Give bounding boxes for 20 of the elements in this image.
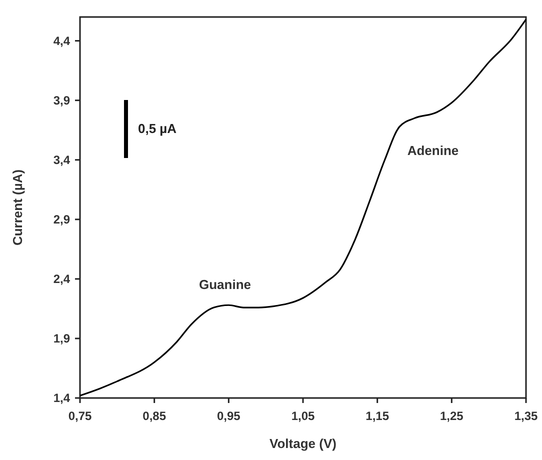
y-tick-label: 3,9 (53, 93, 70, 108)
y-axis-title: Current (µA) (10, 169, 25, 246)
x-axis-title: Voltage (V) (270, 436, 336, 451)
annotation: 0,5 µA (138, 121, 178, 136)
y-tick-label: 1,4 (53, 391, 70, 405)
y-tick-label: 2,9 (53, 212, 70, 226)
x-tick-label: 1,05 (291, 409, 315, 423)
annotation: Adenine (407, 143, 459, 158)
x-tick-label: 1,25 (440, 409, 464, 423)
y-tick-label: 3,4 (53, 152, 70, 167)
annotation: Guanine (198, 277, 252, 292)
y-tick-label: 4,4 (53, 34, 70, 48)
x-tick-label: 0,95 (216, 409, 241, 423)
x-tick-label: 0,75 (68, 409, 92, 423)
x-tick-label: 0,85 (142, 409, 166, 423)
y-tick-label: 1,9 (53, 331, 70, 346)
x-tick-label: 1,35 (514, 409, 538, 423)
x-tick-label: 1,15 (366, 409, 390, 423)
y-tick-label: 2,4 (53, 272, 70, 286)
line-series (79, 18, 527, 396)
